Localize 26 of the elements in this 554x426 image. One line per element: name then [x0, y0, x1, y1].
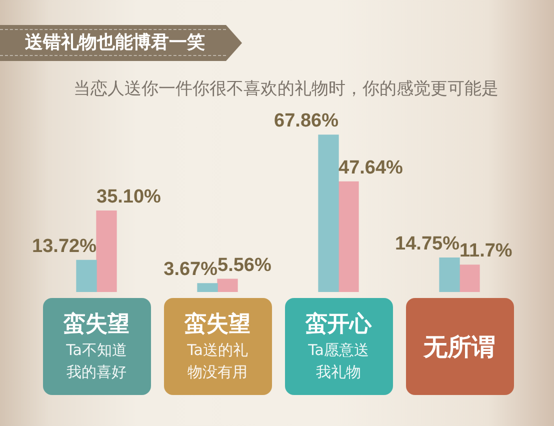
x-tick-label: 蛮开心 Ta愿意送我礼物 [304, 310, 372, 382]
bar [76, 260, 97, 292]
data-label: 14.75% [395, 234, 460, 255]
data-label: 13.72% [32, 236, 97, 257]
bar [338, 181, 359, 292]
x-tick-label: 蛮失望 Ta不知道我的喜好 [62, 310, 130, 382]
bar [197, 283, 218, 292]
x-tick-label: 蛮失望 Ta送的礼物没有用 [184, 310, 252, 382]
data-label: 5.56% [218, 254, 272, 276]
data-label: 47.64% [338, 157, 404, 178]
bar [318, 134, 339, 292]
data-label: 3.67% [164, 259, 218, 280]
data-label: 11.7% [460, 240, 512, 262]
data-label: 67.86% [274, 110, 339, 132]
x-tick-label: 无所谓 [424, 332, 496, 360]
data-label: 35.10% [96, 186, 162, 208]
label-card: 蛮失望 Ta送的礼物没有用 [164, 298, 272, 395]
label-card: 无所谓 [406, 298, 514, 395]
chart-subtitle: 当恋人送你一件你很不喜欢的礼物时，你的感觉更可能是 [72, 78, 500, 100]
bar [96, 210, 117, 292]
bar [217, 278, 238, 292]
chart-title: 送错礼物也能博君一笑 [25, 31, 205, 55]
label-card: 蛮开心 Ta愿意送我礼物 [284, 298, 392, 395]
label-card: 蛮失望 Ta不知道我的喜好 [42, 298, 150, 395]
bar [459, 264, 480, 292]
bar [439, 258, 460, 292]
